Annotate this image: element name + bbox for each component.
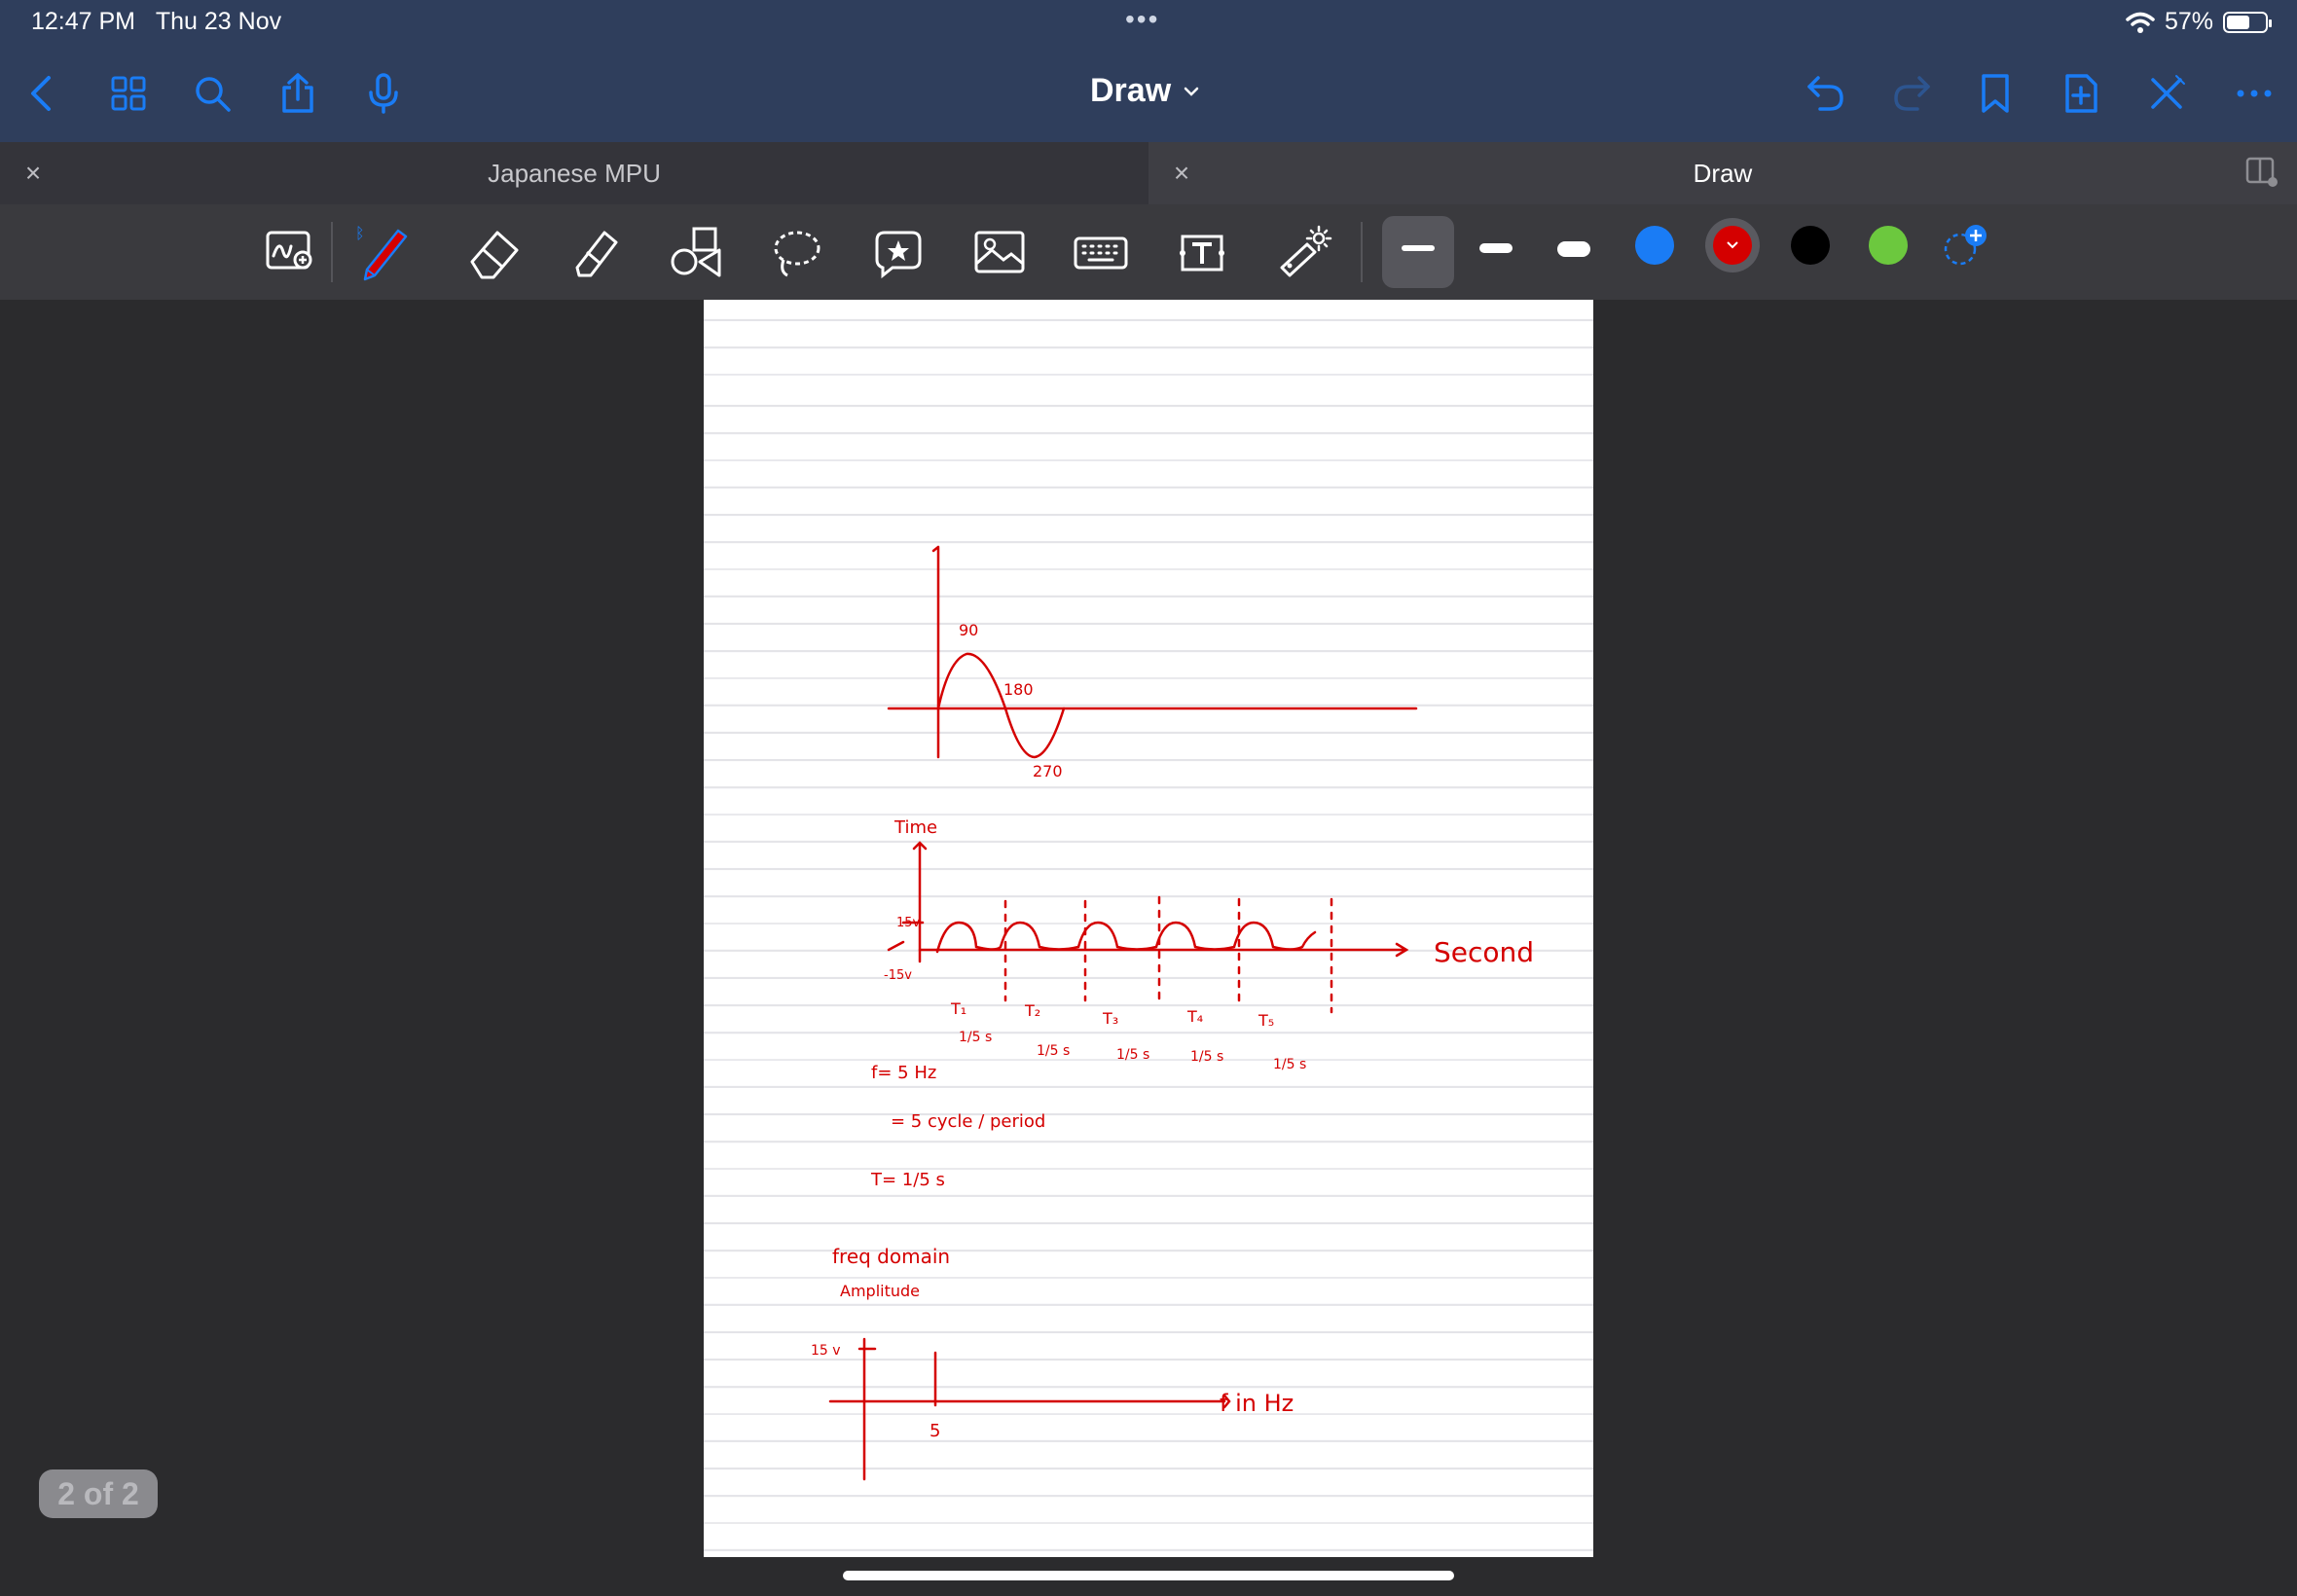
label-period-2: 1/5 s [1037,1043,1070,1059]
add-page-icon[interactable] [2052,64,2110,123]
label-period-4: 1/5 s [1190,1049,1223,1065]
tab-draw[interactable]: × Draw [1148,142,2297,204]
share-icon[interactable] [269,64,327,123]
label-t1: T₁ [950,999,966,1018]
svg-text:ᛒ: ᛒ [355,224,365,242]
handwriting-zoom-icon[interactable] [255,216,327,288]
label-period-1: 1/5 s [959,1030,992,1045]
status-right: 57% [2126,8,2272,36]
label-15v-amp: 15 v [811,1343,841,1359]
tab-label: Japanese MPU [488,158,661,188]
shapes-tool-icon[interactable] [660,216,732,288]
close-icon[interactable]: × [24,158,42,188]
label-x-5: 5 [930,1421,940,1441]
label-180: 180 [1003,680,1034,699]
label-time: Time [893,817,937,838]
color-swatch-blue[interactable] [1635,226,1674,265]
laser-pointer-icon[interactable] [1267,216,1339,288]
label-period-3: 1/5 s [1116,1047,1149,1063]
nav-bar: Draw [0,47,2297,142]
status-bar: 12:47 PM Thu 23 Nov ••• 57% [0,0,2297,47]
label-90: 90 [959,621,978,639]
stroke-medium-icon [1479,243,1513,253]
equation-f: f= 5 Hz [871,1063,936,1083]
label-f-in-hz: f in Hz [1220,1390,1294,1417]
page-indicator[interactable]: 2 of 2 [39,1469,158,1518]
split-view-icon[interactable] [2244,156,2279,189]
search-icon[interactable] [183,64,241,123]
label-270: 270 [1033,762,1063,780]
image-tool-icon[interactable] [964,216,1036,288]
undo-icon[interactable] [1797,64,1855,123]
sticker-tool-icon[interactable] [862,216,934,288]
lasso-tool-icon[interactable] [761,216,833,288]
label-t2: T₂ [1024,1001,1040,1020]
redo-icon[interactable] [1882,64,1941,123]
color-swatch-red[interactable] [1713,226,1752,265]
text-tool-icon[interactable] [1166,216,1238,288]
highlighter-tool-icon[interactable] [559,216,631,288]
pen-tool-icon[interactable]: ᛒ [346,216,419,288]
microphone-icon[interactable] [354,64,413,123]
more-icon[interactable] [2225,64,2283,123]
document-title-menu[interactable]: Draw [1090,72,1200,110]
wifi-icon [2126,12,2155,33]
label-t3: T₃ [1102,1009,1118,1028]
bookmark-icon[interactable] [1966,64,2024,123]
keyboard-tool-icon[interactable] [1065,216,1137,288]
eraser-tool-icon[interactable] [457,216,529,288]
label-period-5: 1/5 s [1273,1057,1306,1072]
close-icon[interactable]: × [1173,158,1190,188]
battery-percent: 57% [2164,8,2213,35]
equation-t: T= 1/5 s [870,1170,945,1190]
equation-cycle: = 5 cycle / period [891,1111,1045,1132]
label-freq-domain: freq domain [832,1245,950,1268]
stroke-thick-icon [1557,241,1590,257]
label-second: Second [1434,936,1534,968]
tab-japanese-mpu[interactable]: × Japanese MPU [0,142,1148,204]
status-time: 12:47 PM Thu 23 Nov [31,8,282,35]
notebook-page[interactable]: 90 180 270 Time 15v -15v Second T₁ T₂ T₃… [704,300,1593,1557]
tab-label: Draw [1693,158,1753,188]
chevron-down-icon [1184,87,1199,96]
home-indicator[interactable] [843,1571,1454,1580]
stroke-width-thin[interactable] [1382,216,1454,288]
color-swatch-green[interactable] [1869,226,1908,265]
color-swatch-black[interactable] [1791,226,1830,265]
label-t4: T₄ [1186,1007,1203,1026]
handwritten-notes: 90 180 270 Time 15v -15v Second T₁ T₂ T₃… [811,545,1534,1481]
drawing-toolbar: ᛒ [0,204,2297,300]
label-15v: 15v [896,916,921,930]
chevron-down-icon [1727,241,1738,249]
label-t5: T₅ [1258,1011,1274,1030]
add-color-icon[interactable] [1941,224,1989,272]
back-chevron-icon[interactable] [14,64,72,123]
close-pen-icon[interactable] [2137,64,2196,123]
battery-icon [2223,11,2272,33]
multitask-dots-icon[interactable]: ••• [1125,4,1160,34]
stroke-thin-icon [1402,245,1435,251]
label-minus-15v: -15v [884,968,912,983]
tab-bar: × Japanese MPU × Draw [0,142,2297,204]
label-amplitude: Amplitude [840,1282,920,1300]
grid-icon[interactable] [99,64,158,123]
